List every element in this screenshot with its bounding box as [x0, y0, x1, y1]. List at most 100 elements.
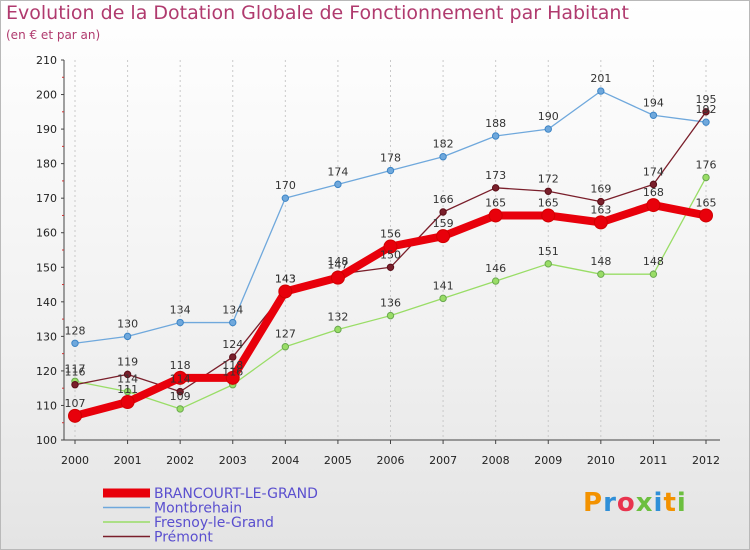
data-label: 141: [433, 279, 454, 292]
data-point: [593, 215, 608, 230]
data-label: 114: [170, 373, 191, 386]
axes: 100 110 120 130 140 150 160 170 180 190 200 210 2000…: [36, 54, 720, 467]
data-point: [71, 339, 79, 347]
data-point: [281, 343, 290, 351]
data-point: [334, 180, 342, 189]
data-point: [491, 184, 500, 192]
data-label: 116: [65, 366, 86, 379]
data-point: [544, 260, 552, 268]
data-point: [386, 263, 395, 271]
y-tick-label: 180: [36, 158, 57, 171]
data-point: [439, 208, 447, 216]
data-point: [702, 108, 710, 116]
data-label: 128: [65, 324, 86, 337]
data-point: [173, 370, 188, 385]
data-point: [229, 353, 237, 361]
legend-label: Fresnoy-le-Grand: [154, 515, 274, 531]
x-tick-label: 2001: [114, 454, 142, 467]
data-label: 201: [590, 72, 611, 85]
data-label: 170: [275, 179, 296, 192]
data-point: [281, 194, 290, 202]
data-label: 159: [433, 217, 454, 230]
data-point: [544, 187, 552, 195]
data-label: 163: [590, 203, 611, 216]
data-label: 134: [170, 304, 191, 317]
data-point: [699, 208, 713, 223]
x-tick-label: 2005: [324, 454, 352, 467]
data-point: [491, 277, 500, 285]
x-tick-label: 2012: [692, 454, 720, 467]
data-point: [491, 132, 500, 140]
y-tick-label: 120: [36, 365, 57, 378]
data-point: [649, 111, 658, 119]
data-label: 116: [222, 366, 243, 379]
data-point: [646, 198, 661, 213]
data-point: [123, 332, 132, 341]
chart-title: Evolution de la Dotation Globale de Fonc…: [6, 2, 629, 24]
proxiti-logo: Proxiti: [583, 488, 687, 518]
data-label: 151: [538, 245, 559, 258]
data-label: 130: [117, 317, 138, 330]
x-tick-label: 2004: [271, 454, 299, 467]
data-label: 132: [327, 310, 348, 323]
data-label: 148: [327, 255, 348, 268]
data-point: [439, 153, 447, 161]
data-label: 190: [538, 110, 559, 123]
data-label: 192: [696, 103, 717, 116]
y-tick-label: 170: [36, 192, 57, 205]
data-label: 148: [590, 255, 611, 268]
data-point: [649, 270, 658, 278]
data-point: [123, 370, 132, 379]
data-point: [123, 387, 132, 396]
data-label: 176: [696, 158, 717, 171]
data-point: [71, 381, 79, 389]
y-tick-label: 110: [36, 399, 57, 412]
x-tick-label: 2011: [639, 454, 667, 467]
data-label: 107: [65, 397, 86, 410]
data-label: 118: [170, 359, 191, 372]
x-tick-label: 2010: [587, 454, 615, 467]
data-point: [383, 239, 398, 254]
legend-label: Montbrehain: [154, 501, 242, 517]
x-tick-label: 2002: [166, 454, 194, 467]
data-label: 156: [380, 228, 401, 241]
legend: BRANCOURT-LE-GRANDMontbrehainFresnoy-le-…: [103, 486, 318, 546]
data-label: 173: [485, 169, 506, 182]
x-tick-label: 2007: [429, 454, 457, 467]
data-label: 165: [485, 196, 506, 209]
data-label: 165: [696, 196, 717, 209]
data-point: [330, 270, 345, 285]
y-tick-label: 100: [36, 434, 57, 447]
data-label: 124: [222, 338, 243, 351]
data-label: 117: [65, 362, 86, 375]
data-labels: 107 111 118 118 143 147 156 159 165 165 163 168 165 1…: [65, 72, 717, 410]
data-point: [439, 294, 447, 303]
data-label: 174: [643, 165, 664, 178]
data-point: [225, 370, 240, 385]
data-label: 118: [222, 359, 243, 372]
data-label: 134: [222, 304, 243, 317]
logo-letter: o: [616, 488, 636, 518]
data-point: [541, 208, 556, 223]
data-point: [544, 125, 552, 133]
legend-label: BRANCOURT-LE-GRAND: [154, 486, 318, 502]
data-label: 188: [485, 117, 506, 130]
logo-letter: i: [653, 488, 664, 518]
logo-letter: P: [583, 488, 604, 518]
data-label: 166: [433, 193, 454, 206]
x-tick-label: 2003: [219, 454, 247, 467]
y-tick-label: 190: [36, 123, 57, 136]
data-point: [488, 208, 503, 223]
data-label: 136: [380, 297, 401, 310]
data-label: 195: [696, 93, 717, 106]
data-label: 194: [643, 96, 664, 109]
data-label: 109: [170, 390, 191, 403]
data-label: 172: [538, 172, 559, 185]
y-tick-label: 150: [36, 261, 57, 274]
data-point: [334, 325, 342, 334]
data-label: 143: [275, 272, 296, 285]
data-label: 182: [433, 138, 454, 151]
data-point: [120, 395, 135, 409]
x-tick-label: 2006: [377, 454, 405, 467]
